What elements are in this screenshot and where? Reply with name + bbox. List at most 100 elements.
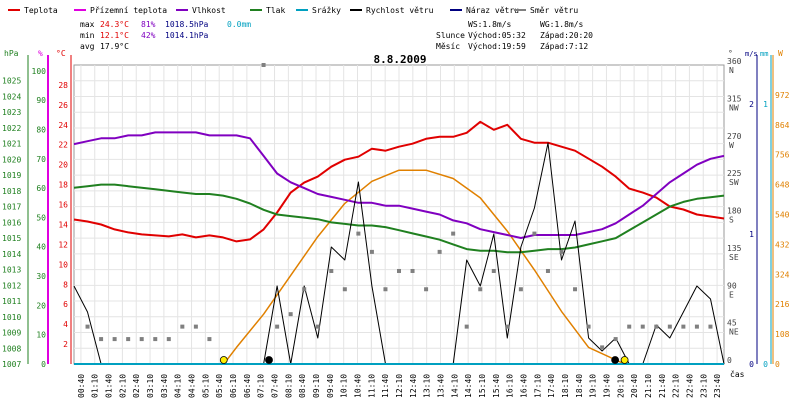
axis-unit-pct: %	[38, 49, 43, 58]
wind-direction-point	[451, 231, 456, 236]
x-tick: 04:10	[174, 374, 183, 398]
tick-label-x: 18:10	[561, 374, 570, 398]
legend: Teplota Přízemní teplota Vlhkost Tlak Srážky…	[8, 6, 578, 15]
tick-label-hpa: 1020	[2, 155, 21, 164]
tick-label-dir-deg: 225	[727, 169, 742, 178]
tick-label-pct: 20	[36, 301, 46, 310]
max-temp: 24.3°C	[100, 20, 129, 29]
axis-unit-wm2: W	[778, 49, 783, 58]
sun-set: Západ:20:20	[540, 31, 593, 40]
tick-label-hpa: 1023	[2, 108, 21, 117]
x-tick: 05:40	[215, 374, 224, 398]
tick-label-hpa: 1014	[2, 250, 21, 259]
tick-label-x: 03:10	[146, 374, 155, 398]
min-press: 1014.1hPa	[165, 31, 209, 40]
tick-label-hpa: 1013	[2, 266, 21, 275]
x-tick: 12:10	[395, 374, 404, 398]
plot-area	[73, 64, 725, 365]
tick-label-wm2: 432	[775, 240, 790, 249]
wind-direction-point	[193, 324, 198, 329]
tick-label-hpa: 1016	[2, 218, 21, 227]
x-tick: 19:10	[589, 374, 598, 398]
tick-label-degc: 12	[58, 240, 68, 249]
x-tick: 15:10	[478, 374, 487, 398]
sun-label: Slunce	[436, 31, 465, 40]
tick-label-hpa: 1025	[2, 77, 21, 86]
wind-direction-point	[437, 249, 442, 254]
tick-label-hpa: 1009	[2, 329, 21, 338]
axis-unit-degc: °C	[56, 49, 66, 58]
tick-label-x: 09:40	[326, 374, 335, 398]
tick-label-hpa: 1018	[2, 187, 21, 196]
tick-label-ms: 1	[749, 230, 754, 239]
wind-direction-point	[153, 337, 158, 342]
x-tick: 20:40	[630, 374, 639, 398]
x-tick: 18:40	[575, 374, 584, 398]
tick-label-wm2: 648	[775, 181, 790, 190]
moon-label: Měsíc	[436, 42, 460, 51]
tick-label-x: 21:40	[658, 374, 667, 398]
x-tick: 03:40	[160, 374, 169, 398]
tick-label-pct: 90	[36, 96, 46, 105]
legend-label-wind: Rychlost větru	[366, 6, 434, 15]
event-marker	[611, 356, 620, 364]
x-tick: 07:10	[257, 374, 266, 398]
tick-label-x: 10:10	[340, 374, 349, 398]
tick-label-x: 05:40	[215, 374, 224, 398]
tick-label-x: 10:40	[354, 374, 363, 398]
tick-label-hpa: 1007	[2, 360, 21, 369]
tick-label-hpa: 1021	[2, 140, 21, 149]
wind-direction-point	[275, 324, 280, 329]
tick-label-x: 14:40	[464, 374, 473, 398]
x-tick: 05:10	[201, 374, 210, 398]
x-tick: 09:10	[312, 374, 321, 398]
tick-label-dir-deg: 360	[727, 57, 742, 66]
tick-label-degc: 4	[63, 320, 68, 329]
x-tick: 14:10	[450, 374, 459, 398]
tick-label-degc: 20	[58, 161, 68, 170]
wind-direction-point	[478, 287, 483, 292]
tick-label-hpa: 1022	[2, 124, 21, 133]
wind-direction-point	[126, 337, 131, 342]
wind-direction-point	[694, 324, 699, 329]
axis-unit-ms: m/s	[745, 50, 758, 58]
wind-direction-point	[424, 287, 429, 292]
max-hum: 81%	[141, 20, 156, 29]
wind-direction-point	[369, 249, 374, 254]
tick-label-dir-deg: 45	[727, 319, 737, 328]
legend-label-hum: Vlhkost	[192, 6, 226, 15]
x-tick: 23:10	[699, 374, 708, 398]
tick-label-hpa: 1019	[2, 171, 21, 180]
avg-temp: 17.9°C	[100, 42, 129, 51]
x-tick: 08:10	[284, 374, 293, 398]
tick-label-dir-card: S	[729, 216, 734, 225]
tick-label-dir-card: W	[729, 141, 734, 150]
tick-label-dir-deg: 135	[727, 244, 742, 253]
x-tick: 18:10	[561, 374, 570, 398]
tick-label-degc: 18	[58, 181, 68, 190]
min-hum: 42%	[141, 31, 156, 40]
data-marks	[73, 63, 725, 365]
tick-label-degc: 26	[58, 101, 68, 110]
x-tick: 01:40	[105, 374, 114, 398]
x-tick: 20:10	[616, 374, 625, 398]
tick-label-x: 16:40	[519, 374, 528, 398]
axis-unit-hpa: hPa	[4, 49, 19, 58]
x-tick: 19:40	[602, 374, 611, 398]
tick-label-wm2: 540	[775, 211, 790, 220]
x-tick: 21:40	[658, 374, 667, 398]
max-rain: 0.0mm	[227, 20, 251, 29]
tick-label-pct: 70	[36, 155, 46, 164]
x-tick: 22:40	[685, 374, 694, 398]
tick-label-x: 06:40	[243, 374, 252, 398]
tick-label-wm2: 756	[775, 151, 790, 160]
tick-label-x: 09:10	[312, 374, 321, 398]
tick-label-degc: 6	[63, 300, 68, 309]
moon-set: Západ:7:12	[540, 42, 588, 51]
x-tick: 23:40	[713, 374, 722, 398]
legend-label-gust: Náraz větru	[466, 6, 519, 15]
tick-label-dir-deg: 0	[727, 356, 732, 365]
x-tick: 07:40	[271, 374, 280, 398]
tick-label-wm2: 216	[775, 300, 790, 309]
x-tick: 13:10	[423, 374, 432, 398]
